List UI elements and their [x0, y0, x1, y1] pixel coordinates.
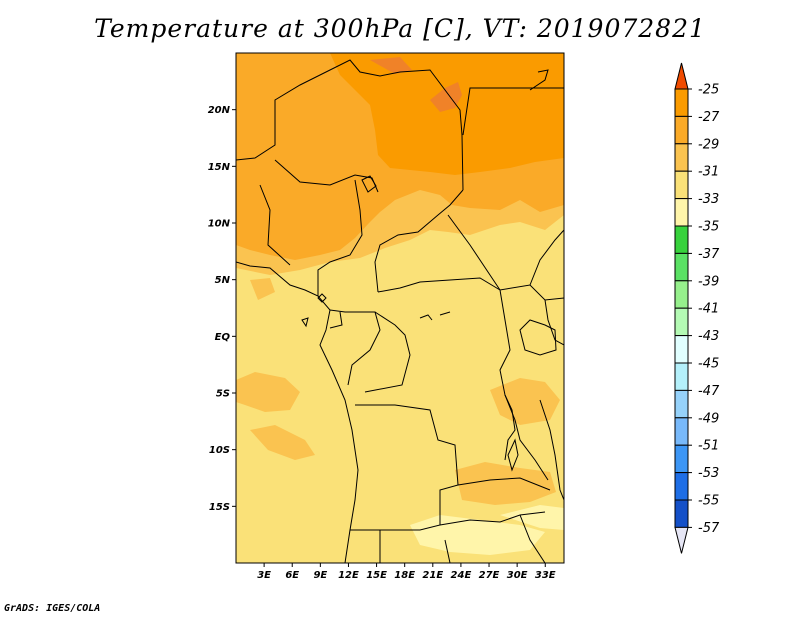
colorbar-box [674, 115, 689, 145]
field-band-31-south-b [250, 425, 315, 460]
colorbar-box [674, 280, 689, 309]
colorbar-box [674, 472, 689, 501]
latitude-axis: 20N 15N 10N 5N EQ 5S 10S 15S [208, 105, 236, 513]
lon-tick-label: 18E [394, 570, 415, 581]
colorbar-label: -33 [698, 192, 719, 207]
lat-tick-label: 15N [208, 162, 231, 173]
map-frame [235, 52, 565, 564]
lon-tick-label: 30E [507, 570, 528, 581]
colorbar-box [674, 444, 689, 474]
colorbar-label: -47 [698, 384, 720, 399]
colorbar-box [674, 335, 689, 364]
lat-tick-label: EQ [215, 332, 231, 343]
lat-tick-label: 10N [208, 219, 231, 230]
colorbar-box [674, 88, 689, 117]
lat-tick-label: 20N [208, 105, 231, 116]
colorbar-box [674, 417, 689, 446]
lat-tick-label: 10S [209, 445, 230, 456]
temperature-field [236, 53, 564, 563]
grads-credit: GrADS: IGES/COLA [4, 603, 101, 614]
lon-tick-label: 15E [366, 570, 387, 581]
colorbar-label: -57 [698, 521, 720, 536]
field-band-25 [430, 82, 462, 112]
field-band-31-south-c [490, 378, 560, 425]
lon-tick-label: 33E [535, 570, 556, 581]
colorbar-label: -53 [698, 466, 719, 481]
country-borders [236, 59, 564, 563]
colorbar-box [674, 499, 689, 528]
colorbar-box [674, 143, 689, 172]
colorbar-box [674, 307, 689, 337]
field-band-31-south-e [250, 278, 275, 300]
colorbar-box [674, 252, 689, 282]
field-band-35-south [410, 515, 545, 555]
colorbar-label: -27 [698, 110, 720, 125]
longitude-axis: 3E 6E 9E 12E 15E 18E 21E 24E 27E 30E 33E [257, 563, 556, 581]
colorbar-bottom-triangle [674, 526, 689, 554]
lon-tick-label: 27E [479, 570, 500, 581]
colorbar-label: -39 [698, 274, 719, 289]
colorbar-label: -45 [698, 357, 719, 372]
colorbar-label: -25 [698, 83, 719, 98]
colorbar-box [674, 362, 689, 391]
colorbar-label: -41 [698, 302, 719, 317]
lon-tick-label: 9E [313, 570, 327, 581]
colorbar-box [674, 225, 689, 254]
lon-tick-label: 3E [257, 570, 271, 581]
colorbar-box [674, 170, 689, 200]
lon-tick-label: 24E [451, 570, 472, 581]
colorbar-label: -31 [698, 165, 719, 180]
field-band-25-b [370, 57, 412, 74]
colorbar-label: -55 [698, 494, 719, 509]
field-band-35-east [500, 505, 564, 530]
lat-tick-label: 15S [209, 502, 230, 513]
field-band-27 [330, 53, 564, 175]
lat-tick-label: 5S [216, 389, 230, 400]
lon-tick-label: 6E [285, 570, 299, 581]
field-band-31-south-d [455, 462, 556, 505]
colorbar-box [674, 389, 689, 419]
colorbar-label: -37 [698, 247, 720, 262]
lon-tick-label: 12E [338, 570, 359, 581]
colorbar-label: -43 [698, 329, 719, 344]
lon-tick-label: 21E [422, 570, 443, 581]
colorbar-label: -51 [698, 439, 719, 454]
map-title: Temperature at 300hPa [C], VT: 201907282… [94, 14, 706, 43]
colorbar-top-triangle [674, 62, 689, 90]
colorbar-legend: -25 -27 -29 -31 -33 -35 -37 -39 -41 -43 -45 -47 -49 -… [674, 62, 720, 554]
colorbar-box [674, 198, 689, 227]
colorbar-label: -49 [698, 411, 719, 426]
lat-tick-label: 5N [215, 275, 231, 286]
field-band-31-south-a [236, 372, 300, 412]
colorbar-label: -29 [698, 137, 719, 152]
colorbar-label: -35 [698, 220, 719, 235]
